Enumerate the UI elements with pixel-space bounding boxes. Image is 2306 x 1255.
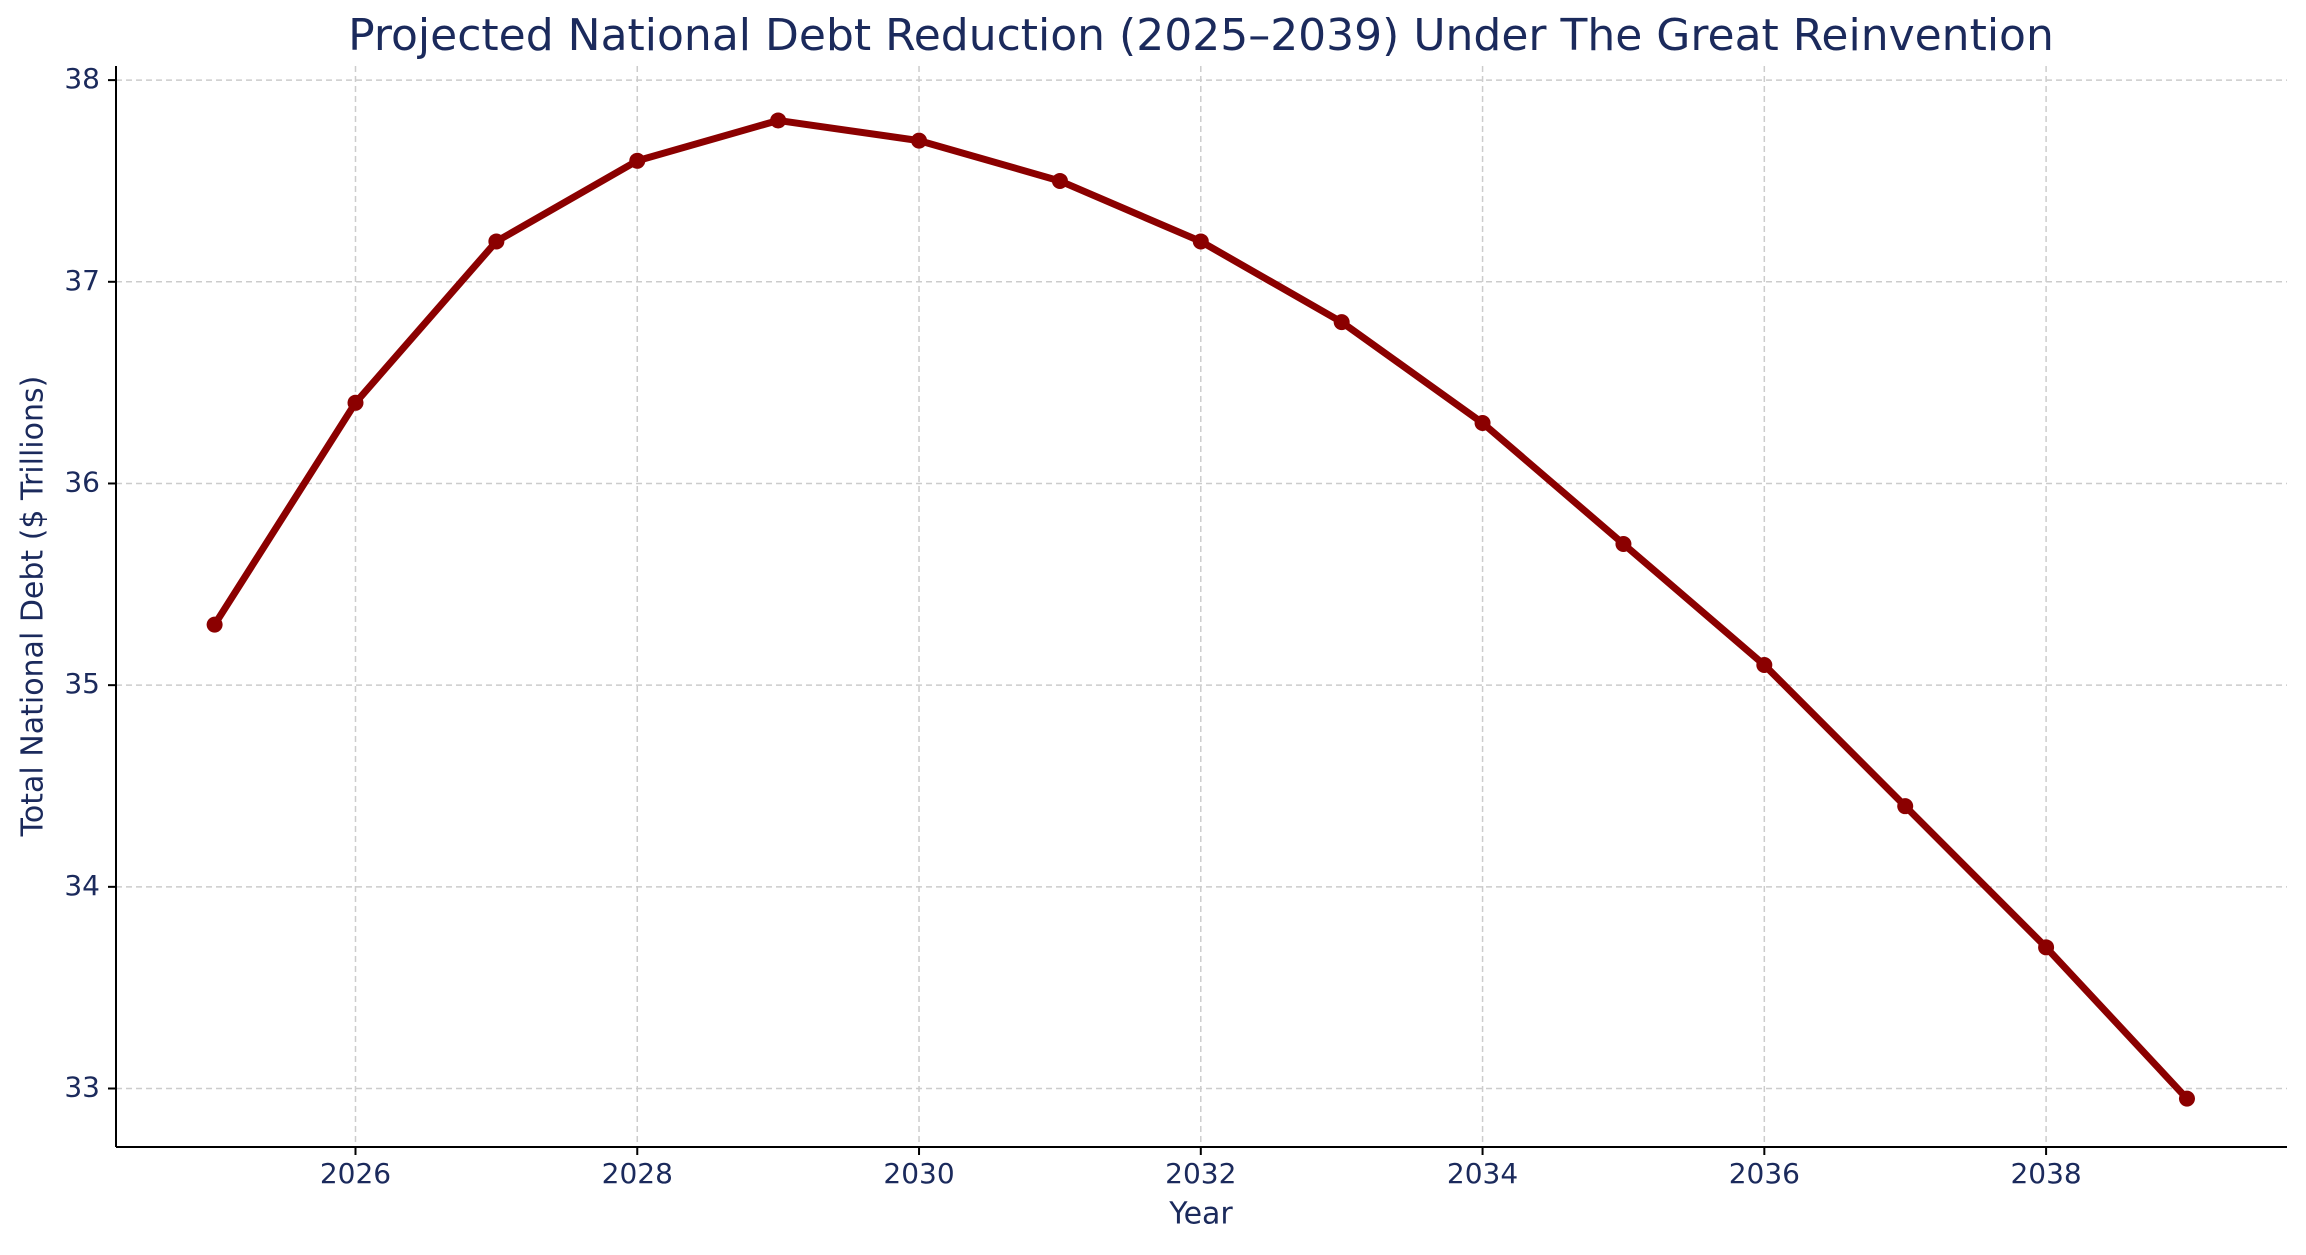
x-tick-label: 2034 xyxy=(1447,1157,1518,1190)
x-tick-label: 2038 xyxy=(2010,1157,2081,1190)
y-tick-label: 35 xyxy=(64,667,100,700)
y-axis-label: Total National Debt ($ Trillions) xyxy=(16,376,51,838)
chart-title: Projected National Debt Reduction (2025–… xyxy=(348,10,2054,61)
point xyxy=(1756,656,1773,673)
point xyxy=(347,394,364,411)
point xyxy=(1615,535,1632,552)
point xyxy=(770,112,787,129)
point xyxy=(1897,798,1914,815)
y-tick-label: 37 xyxy=(64,264,100,297)
y-tick-label: 33 xyxy=(64,1071,100,1104)
point xyxy=(1051,172,1068,189)
x-tick-label: 2026 xyxy=(320,1157,391,1190)
y-tick-label: 34 xyxy=(64,869,100,902)
y-tick-label: 36 xyxy=(64,465,100,498)
x-axis-label: Year xyxy=(1168,1197,1233,1232)
point xyxy=(488,233,505,250)
point xyxy=(2038,939,2055,956)
point xyxy=(2178,1090,2195,1107)
y-tick-label: 38 xyxy=(64,62,100,95)
x-tick-label: 2032 xyxy=(1165,1157,1236,1190)
point xyxy=(1474,414,1491,431)
point xyxy=(629,152,646,169)
point xyxy=(1192,233,1209,250)
point xyxy=(911,132,928,149)
point xyxy=(1333,314,1350,331)
x-tick-label: 2028 xyxy=(602,1157,673,1190)
point xyxy=(206,616,223,633)
x-tick-label: 2030 xyxy=(883,1157,954,1190)
x-tick-label: 2036 xyxy=(1729,1157,1800,1190)
